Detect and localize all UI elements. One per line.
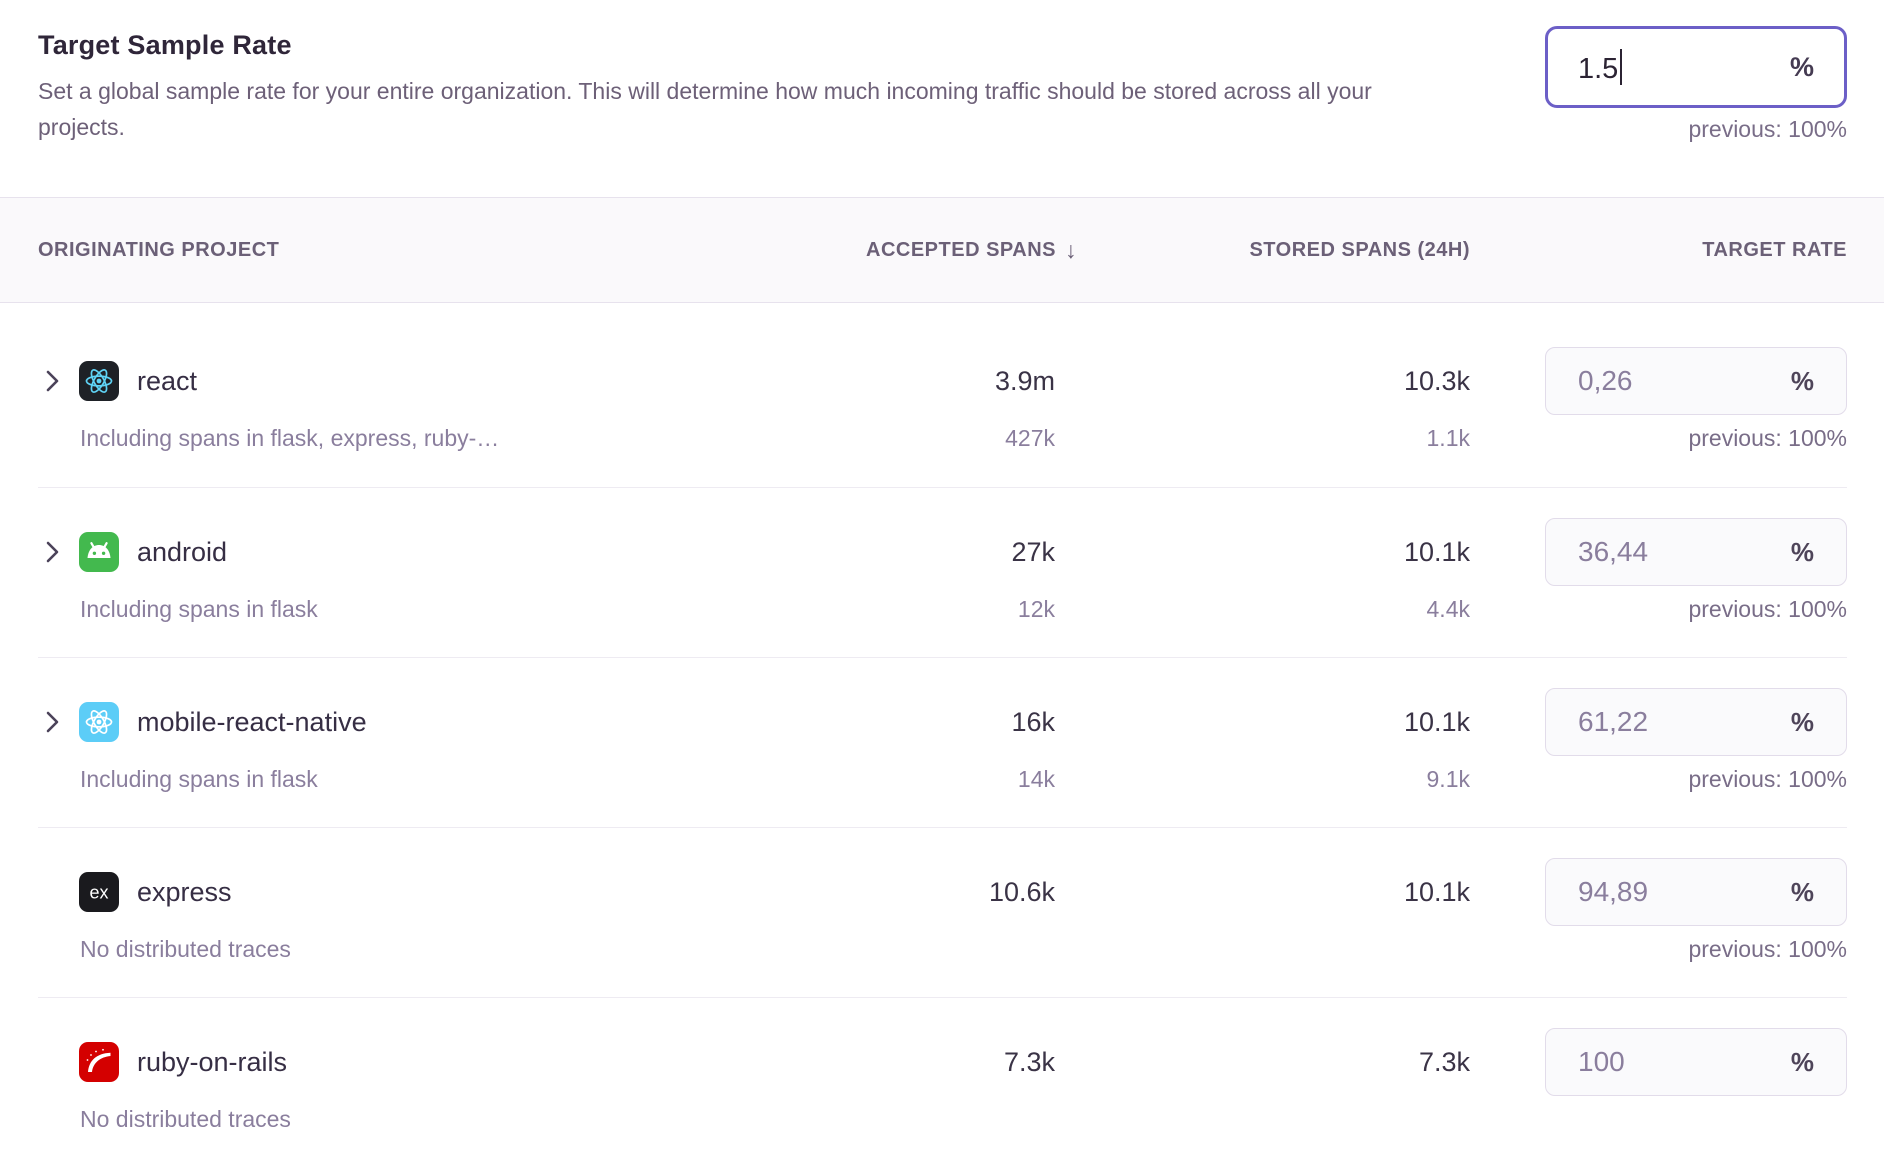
column-header-target-rate: Target Rate [1702, 238, 1847, 261]
target-rate-value: 0,26 [1578, 365, 1633, 396]
table-row-ruby-on-rails: ruby-on-rails 7.3k 7.3k 100 % No distrib… [38, 997, 1847, 1160]
react-native-icon [79, 702, 119, 742]
accepted-spans-sub-value: 12k [1017, 595, 1055, 622]
express-icon: ex [79, 872, 119, 912]
rails-icon [79, 1042, 119, 1082]
global-previous-rate: previous: 100% [1688, 116, 1847, 142]
projects-table: react 3.9m 10.3k 0,26 % Including spans … [0, 303, 1884, 1160]
target-rate-input[interactable]: 100 % [1545, 1028, 1847, 1096]
target-rate-value: 94,89 [1578, 876, 1649, 907]
accepted-spans-value: 27k [1011, 536, 1055, 567]
stored-spans-value: 10.1k [1403, 706, 1470, 737]
percent-suffix: % [1790, 1046, 1814, 1077]
row-note: No distributed traces [80, 1105, 291, 1132]
global-rate-wrap: 1.5 % previous: 100% [1545, 26, 1847, 143]
stored-spans-value: 10.1k [1403, 876, 1470, 907]
table-row-android: android 27k 10.1k 36,44 % Including span… [38, 487, 1847, 657]
project-name: mobile-react-native [137, 706, 367, 737]
percent-suffix: % [1790, 365, 1814, 396]
text-caret [1620, 48, 1623, 85]
target-rate-value: 100 [1578, 1046, 1625, 1077]
target-rate-input[interactable]: 61,22 % [1545, 688, 1847, 756]
expand-chevron-icon[interactable] [46, 370, 60, 392]
accepted-spans-value: 10.6k [988, 876, 1055, 907]
sample-rate-section: Target Sample Rate Set a global sample r… [0, 0, 1884, 197]
accepted-spans-value: 16k [1011, 706, 1055, 737]
target-rate-input[interactable]: 36,44 % [1545, 518, 1847, 586]
percent-suffix: % [1790, 536, 1814, 567]
row-note: No distributed traces [80, 935, 291, 962]
table-header: Originating Project Accepted Spans ↓ Sto… [0, 197, 1884, 303]
stored-spans-sub-value: 4.4k [1426, 595, 1470, 622]
accepted-spans-sub-value: 427k [1005, 424, 1055, 451]
stored-spans-value: 7.3k [1418, 1046, 1470, 1077]
section-description: Set a global sample rate for your entire… [38, 78, 1372, 140]
global-sample-rate-input[interactable]: 1.5 % [1545, 26, 1847, 108]
target-rate-value: 61,22 [1578, 706, 1649, 737]
project-name: express [137, 876, 232, 907]
table-row-mobile-react-native: mobile-react-native 16k 10.1k 61,22 % In… [38, 657, 1847, 827]
stored-spans-sub-value: 9.1k [1426, 765, 1470, 792]
previous-rate: previous: 100% [1688, 935, 1847, 962]
row-note: Including spans in flask, express, ruby-… [80, 424, 500, 451]
target-rate-input[interactable]: 94,89 % [1545, 858, 1847, 926]
percent-suffix: % [1790, 876, 1814, 907]
stored-spans-value: 10.3k [1403, 365, 1470, 396]
android-icon [79, 532, 119, 572]
previous-rate: previous: 100% [1688, 424, 1847, 451]
row-note: Including spans in flask [80, 765, 318, 792]
accepted-spans-sub-value: 14k [1017, 765, 1055, 792]
react-icon [79, 361, 119, 401]
accepted-spans-value: 3.9m [994, 365, 1055, 396]
percent-suffix: % [1789, 51, 1814, 82]
svg-text:ex: ex [89, 883, 108, 903]
target-rate-input[interactable]: 0,26 % [1545, 347, 1847, 415]
sort-descending-icon: ↓ [1065, 236, 1077, 263]
column-header-accepted-spans[interactable]: Accepted Spans ↓ [866, 236, 1077, 263]
page-title: Target Sample Rate [38, 30, 292, 60]
project-name: android [137, 536, 228, 567]
column-header-stored-spans: Stored Spans (24h) [1249, 238, 1470, 261]
previous-rate: previous: 100% [1688, 765, 1847, 792]
percent-suffix: % [1790, 706, 1814, 737]
stored-spans-value: 10.1k [1403, 536, 1470, 567]
table-row-react: react 3.9m 10.3k 0,26 % Including spans … [38, 303, 1847, 487]
project-name: react [137, 365, 198, 396]
stored-spans-sub-value: 1.1k [1426, 424, 1470, 451]
target-rate-value: 36,44 [1578, 536, 1649, 567]
column-header-originating-project: Originating Project [38, 238, 280, 261]
table-row-express: ex express 10.6k 10.1k 94,89 % No distri… [38, 827, 1847, 997]
project-name: ruby-on-rails [137, 1046, 288, 1077]
global-sample-rate-value: 1.5 [1578, 52, 1619, 85]
row-note: Including spans in flask [80, 595, 318, 622]
accepted-spans-value: 7.3k [1003, 1046, 1055, 1077]
expand-chevron-icon[interactable] [46, 711, 60, 733]
previous-rate: previous: 100% [1688, 595, 1847, 622]
expand-chevron-icon[interactable] [46, 541, 60, 563]
